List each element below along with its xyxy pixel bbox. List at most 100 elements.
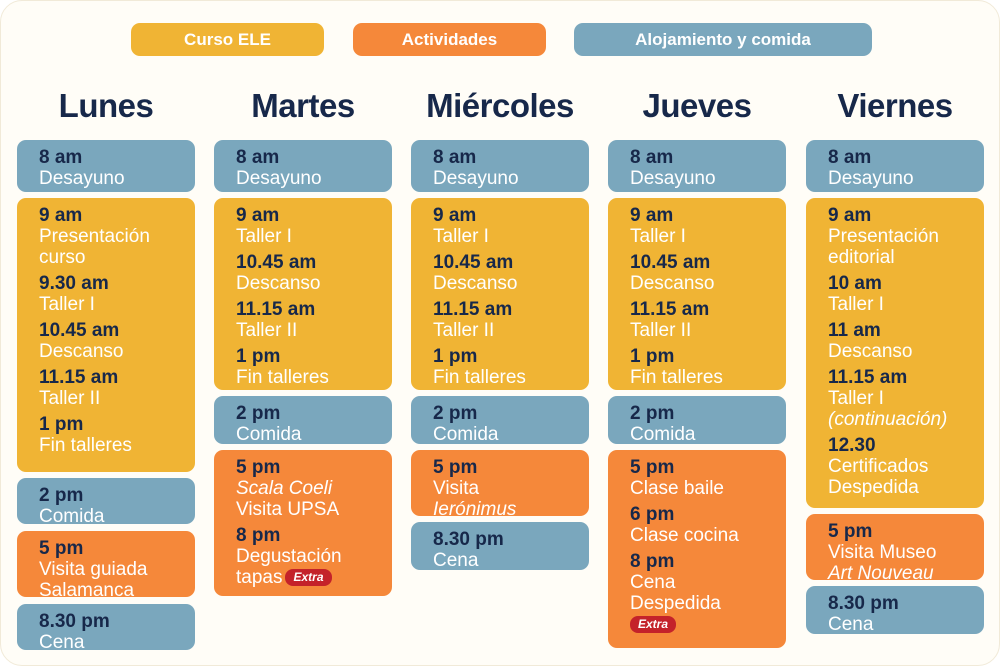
event-desc: Fin talleres — [630, 367, 723, 388]
event-time: 10.45 am — [236, 252, 317, 273]
event-desc: Descanso — [236, 273, 321, 294]
event: 10.45 am Descanso — [39, 320, 185, 363]
event-desc-italic: (continuación) — [828, 409, 948, 430]
event-time: 2 pm — [433, 403, 478, 424]
event-time: 12.30 — [828, 435, 876, 456]
event: 11.15 am Taller II — [433, 299, 579, 342]
event: 10.45 am Descanso — [630, 253, 776, 295]
event: 11.15 am Taller I (continuación) — [828, 367, 974, 431]
day-title: Jueves — [642, 87, 752, 124]
event: 11.15 am Taller II — [630, 300, 776, 342]
event-desc: Comida — [39, 506, 105, 527]
schedule-block-meal: 8 am Desayuno — [17, 140, 195, 192]
event-desc: Taller I — [236, 226, 292, 247]
event-time: 11.15 am — [39, 367, 119, 388]
event-time: 9.30 am — [39, 273, 109, 294]
legend-curso-ele: Curso ELE — [131, 23, 324, 56]
event: 9 am Presentación curso — [39, 206, 185, 269]
event-desc: Ierónimus — [433, 499, 579, 520]
event: 5 pm Visita Ierónimus — [433, 457, 579, 521]
event: 8 am Desayuno — [828, 148, 974, 190]
schedule-block-course: 9 am Presentación curso 9.30 am Taller I… — [17, 198, 195, 472]
event: 9.30 am Taller I — [39, 273, 185, 316]
schedule-block-meal: 8.30 pm Cena — [411, 522, 589, 571]
event-desc: Desayuno — [630, 168, 716, 189]
event-time: 1 pm — [433, 346, 478, 367]
event-desc: Desayuno — [828, 168, 914, 189]
event: 10.45 am Descanso — [433, 252, 579, 295]
event-desc: Visita Museo — [828, 542, 937, 563]
schedule-block-meal: 8.30 pm Cena — [17, 604, 195, 654]
event-time: 11.15 am — [828, 367, 908, 388]
event: 5 pm Scala Coeli Visita UPSA — [236, 457, 382, 521]
event-desc: Degustación — [236, 546, 342, 567]
event-time: 9 am — [630, 205, 674, 226]
event-desc: Presentación curso — [39, 226, 150, 268]
event: 2 pm Comida — [236, 404, 382, 446]
day-column-jueves: Jueves 8 am Desayuno 9 am Taller I 10.45… — [608, 87, 786, 648]
event-desc: Despedida — [828, 477, 919, 498]
schedule-block-meal: 2 pm Comida — [17, 478, 195, 527]
event-desc-italic: Art Nouveau — [828, 563, 934, 584]
event-time: 9 am — [828, 205, 872, 226]
event-desc: Despedida — [630, 593, 721, 614]
event-desc: Art Nouveau — [828, 563, 974, 584]
event: 8.30 pm Cena — [39, 611, 185, 654]
event-desc: Visita — [433, 478, 480, 499]
event-desc: Fin talleres — [39, 435, 132, 456]
day-title: Miércoles — [426, 87, 574, 124]
event-desc: Cena — [39, 632, 85, 653]
event: 5 pm Clase baile — [630, 458, 776, 500]
day-column-martes: Martes 8 am Desayuno 9 am Taller I 10.45… — [214, 87, 392, 596]
day-title: Martes — [251, 87, 355, 124]
event: 8 am Desayuno — [39, 147, 185, 190]
event-time: 9 am — [236, 205, 280, 226]
event-desc: Desayuno — [39, 168, 125, 189]
event-time: 10.45 am — [39, 320, 120, 341]
day-column-miercoles: Miércoles 8 am Desayuno 9 am Taller I 10… — [411, 87, 589, 571]
schedule-block-activity: 5 pm Visita Museo Art Nouveau — [806, 514, 984, 584]
event-time: 1 pm — [236, 346, 281, 367]
event-desc: Visita guiada — [39, 559, 148, 580]
event: 9 am Presentación editorial — [828, 205, 974, 269]
event-time: 5 pm — [236, 457, 281, 478]
event: 8 am Desayuno — [630, 147, 776, 190]
day-title: Viernes — [837, 87, 953, 124]
event-time: 8.30 pm — [828, 593, 899, 614]
event: 11.15 am Taller II — [236, 300, 382, 342]
schedule-block-meal: 2 pm Comida — [214, 396, 392, 446]
event: 10.45 am Descanso — [236, 252, 382, 295]
event-desc: Taller I — [433, 226, 489, 247]
event-time: 10.45 am — [433, 252, 514, 273]
event-desc: Salamanca — [39, 580, 135, 601]
schedule-block-course: 9 am Taller I 10.45 am Descanso 11.15 am… — [214, 198, 392, 390]
event: 12.30 Certificados Despedida — [828, 435, 974, 499]
event-desc: Descanso — [630, 273, 715, 294]
event-desc: Cena — [630, 572, 676, 593]
event-desc: Taller I — [39, 294, 95, 315]
legend-alojamiento: Alojamiento y comida — [574, 23, 872, 56]
event-desc: Scala Coeli — [236, 478, 382, 499]
event-time: 8 am — [630, 147, 674, 168]
event-desc: Desayuno — [433, 168, 519, 189]
event-time: 5 pm — [433, 457, 478, 478]
event-desc: Taller II — [236, 320, 298, 341]
extra-badge: Extra — [630, 616, 677, 633]
event: 9 am Taller I — [433, 206, 579, 248]
event: 10 am Taller I — [828, 274, 974, 316]
event-desc: Certificados — [828, 456, 929, 477]
event: 8 pm Cena Despedida Extra — [630, 552, 776, 633]
event: 1 pm Fin talleres — [433, 346, 579, 389]
event-time: 8 am — [433, 147, 477, 168]
event-time: 8 am — [39, 147, 83, 168]
event-desc: Cena — [433, 550, 479, 571]
day-column-viernes: Viernes 8 am Desayuno 9 am Presentación … — [806, 87, 984, 635]
event-desc: tapas — [236, 567, 283, 588]
event-time: 11.15 am — [433, 299, 513, 320]
event-desc-italic: Ierónimus — [433, 499, 517, 520]
event: 9 am Taller I — [630, 205, 776, 248]
event-time: 5 pm — [39, 538, 84, 559]
event-time: 8.30 pm — [39, 611, 110, 632]
schedule-block-meal: 8 am Desayuno — [806, 140, 984, 192]
event-desc: Taller II — [630, 320, 692, 341]
